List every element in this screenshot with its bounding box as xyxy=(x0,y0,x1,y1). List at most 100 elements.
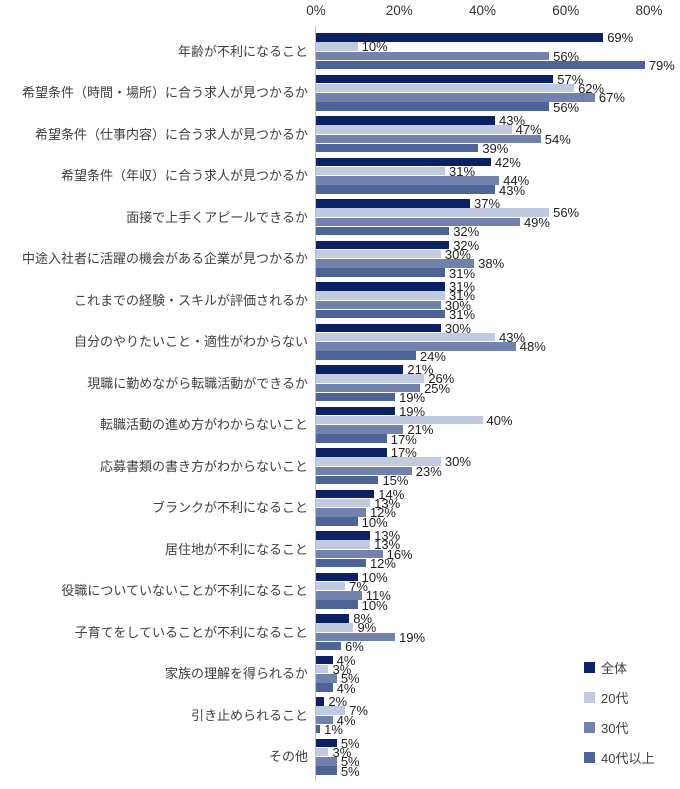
value-label: 13% xyxy=(374,495,401,511)
value-label: 56% xyxy=(553,99,580,115)
bar-30代 xyxy=(316,715,333,725)
value-label: 40% xyxy=(486,412,513,428)
bar-全体 xyxy=(316,33,604,42)
value-label: 31% xyxy=(449,163,476,179)
bar-30代 xyxy=(316,383,421,393)
value-label: 30% xyxy=(444,320,471,336)
value-label: 15% xyxy=(382,473,409,489)
value-label: 31% xyxy=(449,279,476,295)
bar-40代以上 xyxy=(316,268,446,277)
bar-20代 xyxy=(316,83,575,93)
value-label: 11% xyxy=(365,588,391,604)
category-label: 面接で上手くアピールできるか xyxy=(126,209,308,225)
category-label: 希望条件（年収）に合う求人が見つかるか xyxy=(60,168,308,184)
bar-30代 xyxy=(316,134,541,144)
value-label: 9% xyxy=(357,620,377,636)
bar-全体 xyxy=(316,572,358,581)
value-label: 17% xyxy=(390,445,417,461)
value-label: 16% xyxy=(386,546,413,562)
legend-item: 20代 xyxy=(584,690,654,706)
category-label: 希望条件（仕事内容）に合う求人が見つかるか xyxy=(34,126,308,142)
value-label: 54% xyxy=(544,131,571,147)
bar-全体 xyxy=(316,655,333,664)
bar-30代 xyxy=(316,425,404,434)
value-label: 7% xyxy=(349,703,368,719)
value-label: 32% xyxy=(453,237,480,253)
bar-30代 xyxy=(316,259,475,268)
value-label: 57% xyxy=(557,71,584,87)
value-label: 14% xyxy=(378,486,405,502)
bar-40代以上 xyxy=(316,60,645,70)
bar-40代以上 xyxy=(316,475,379,485)
value-label: 5% xyxy=(340,671,360,687)
legend-item: 40代以上 xyxy=(584,750,655,766)
value-label: 39% xyxy=(482,141,509,157)
category-label: これまでの経験・スキルが評価されるか xyxy=(73,292,308,308)
value-label: 3% xyxy=(332,744,352,760)
value-label: 4% xyxy=(336,652,356,668)
legend-label: 全体 xyxy=(601,660,628,676)
value-label: 10% xyxy=(361,514,388,530)
bar-30代 xyxy=(316,757,337,766)
value-label: 38% xyxy=(478,256,505,272)
bar-30代 xyxy=(316,342,516,351)
bar-全体 xyxy=(316,697,325,706)
value-label: 12% xyxy=(369,556,396,572)
value-label: 6% xyxy=(344,639,364,655)
bar-30代 xyxy=(316,632,396,642)
value-label: 19% xyxy=(399,629,426,645)
legend-swatch-icon xyxy=(584,691,595,703)
bar-全体 xyxy=(316,738,337,747)
category-label: その他 xyxy=(268,749,308,765)
value-label: 62% xyxy=(578,80,605,96)
bar-40代以上 xyxy=(316,434,387,443)
value-label: 26% xyxy=(428,371,455,387)
bar-20代 xyxy=(316,664,329,674)
value-label: 5% xyxy=(340,735,360,751)
value-label: 31% xyxy=(449,265,476,281)
bar-全体 xyxy=(316,157,491,166)
value-label: 67% xyxy=(598,90,625,106)
value-label: 4% xyxy=(336,712,356,728)
bar-30代 xyxy=(316,217,520,227)
value-label: 2% xyxy=(328,694,348,710)
x-axis-tick-label: 80% xyxy=(635,3,663,18)
bar-全体 xyxy=(316,282,446,291)
value-label: 10% xyxy=(361,597,388,613)
bar-全体 xyxy=(316,199,470,208)
x-axis-tick-label: 0% xyxy=(306,3,326,18)
value-label: 19% xyxy=(399,403,426,419)
bar-20代 xyxy=(316,125,512,134)
value-label: 44% xyxy=(503,173,530,189)
bar-40代以上 xyxy=(316,143,479,153)
bar-40代以上 xyxy=(316,309,446,319)
value-label: 43% xyxy=(498,329,526,345)
value-label: 31% xyxy=(449,307,476,323)
bar-40代以上 xyxy=(316,683,333,692)
x-axis-tick-label: 40% xyxy=(468,3,497,18)
legend-label: 20代 xyxy=(601,690,629,706)
value-label: 56% xyxy=(553,48,580,64)
value-label: 37% xyxy=(474,196,501,212)
legend-swatch-icon xyxy=(584,661,595,673)
bar-40代以上 xyxy=(316,226,450,236)
value-label: 1% xyxy=(324,722,343,738)
bar-全体 xyxy=(316,240,450,249)
category-label: 希望条件（時間・場所）に合う求人が見つかるか xyxy=(21,85,308,101)
y-axis-line xyxy=(315,26,316,781)
value-label: 32% xyxy=(453,224,480,240)
bar-20代 xyxy=(316,374,425,383)
category-label: ブランクが不利になること xyxy=(151,500,308,516)
bar-40代以上 xyxy=(316,392,396,402)
bar-20代 xyxy=(316,747,329,757)
value-label: 4% xyxy=(336,680,356,696)
bar-20代 xyxy=(316,208,550,217)
value-label: 56% xyxy=(553,205,580,221)
bar-30代 xyxy=(316,176,500,185)
value-label: 30% xyxy=(444,454,471,470)
value-label: 10% xyxy=(361,569,388,585)
legend-label: 40代以上 xyxy=(601,750,655,766)
bar-40代以上 xyxy=(316,185,495,194)
bar-40代以上 xyxy=(316,517,358,526)
category-label: 転職活動の進め方がわからないこと xyxy=(99,417,308,433)
